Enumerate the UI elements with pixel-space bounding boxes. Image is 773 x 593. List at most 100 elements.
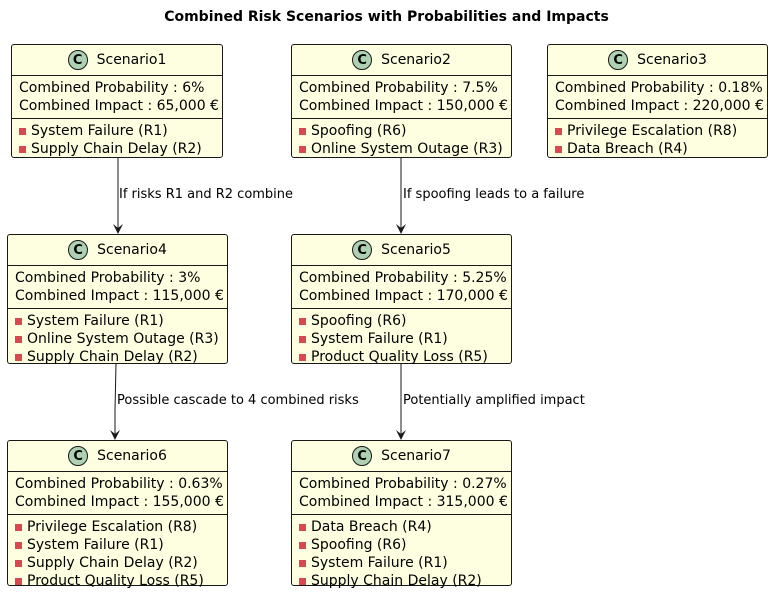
private-bullet-icon xyxy=(15,577,22,585)
edge-label: If risks R1 and R2 combine xyxy=(119,187,294,202)
risks-section: Privilege Escalation (R8) Data Breach (R… xyxy=(548,118,767,161)
private-bullet-icon xyxy=(15,335,22,343)
risk-item: Data Breach (R4) xyxy=(555,140,761,158)
risk-label: Product Quality Loss (R5) xyxy=(311,349,488,365)
class-header: C Scenario1 xyxy=(12,45,222,75)
class-c-icon: C xyxy=(68,446,89,466)
risk-item: Spoofing (R6) xyxy=(299,122,505,140)
private-bullet-icon xyxy=(299,335,306,343)
attributes-section: Combined Probability : 3% Combined Impac… xyxy=(8,265,227,308)
private-bullet-icon xyxy=(15,317,22,325)
risk-label: Spoofing (R6) xyxy=(311,313,407,329)
risk-label: Spoofing (R6) xyxy=(311,123,407,139)
edge-label: Possible cascade to 4 combined risks xyxy=(117,393,359,408)
attributes-section: Combined Probability : 0.63% Combined Im… xyxy=(8,471,227,514)
risk-label: System Failure (R1) xyxy=(27,313,164,329)
private-bullet-icon xyxy=(299,317,306,325)
impact-field: Combined Impact : 115,000 € xyxy=(15,288,224,304)
impact-field: Combined Impact : 155,000 € xyxy=(15,494,224,510)
class-c-icon: C xyxy=(352,446,373,466)
probability-field: Combined Probability : 6% xyxy=(19,80,205,96)
risk-label: System Failure (R1) xyxy=(311,555,448,571)
class-header: C Scenario6 xyxy=(8,441,227,471)
class-c-icon: C xyxy=(608,50,629,70)
class-node-scenario1[interactable]: C Scenario1 Combined Probability : 6% Co… xyxy=(11,44,223,158)
risk-label: Supply Chain Delay (R2) xyxy=(31,141,202,157)
edge-label: If spoofing leads to a failure xyxy=(403,187,585,202)
class-node-scenario3[interactable]: C Scenario3 Combined Probability : 0.18%… xyxy=(547,44,768,158)
impact-field: Combined Impact : 170,000 € xyxy=(299,288,508,304)
risk-item: Privilege Escalation (R8) xyxy=(555,122,761,140)
class-node-scenario5[interactable]: C Scenario5 Combined Probability : 5.25%… xyxy=(291,234,512,365)
private-bullet-icon xyxy=(299,577,306,585)
class-c-icon: C xyxy=(67,50,88,70)
risks-section: System Failure (R1) Online System Outage… xyxy=(8,308,227,369)
risk-label: Privilege Escalation (R8) xyxy=(567,123,738,139)
class-name: Scenario5 xyxy=(381,242,451,258)
risk-item: System Failure (R1) xyxy=(299,554,505,572)
attributes-section: Combined Probability : 7.5% Combined Imp… xyxy=(292,75,511,118)
class-name: Scenario6 xyxy=(97,448,167,464)
probability-field: Combined Probability : 0.18% xyxy=(555,80,763,96)
attributes-section: Combined Probability : 6% Combined Impac… xyxy=(12,75,222,118)
private-bullet-icon xyxy=(299,559,306,567)
impact-field: Combined Impact : 150,000 € xyxy=(299,98,508,114)
probability-field: Combined Probability : 3% xyxy=(15,270,201,286)
risk-label: Online System Outage (R3) xyxy=(311,141,503,157)
risk-item: Supply Chain Delay (R2) xyxy=(15,554,221,572)
class-node-scenario6[interactable]: C Scenario6 Combined Probability : 0.63%… xyxy=(7,440,228,589)
risk-item: Spoofing (R6) xyxy=(299,536,505,554)
attributes-section: Combined Probability : 0.18% Combined Im… xyxy=(548,75,767,118)
risk-item: Product Quality Loss (R5) xyxy=(15,572,221,590)
risk-item: Online System Outage (R3) xyxy=(299,140,505,158)
risk-item: Supply Chain Delay (R2) xyxy=(15,348,221,366)
probability-field: Combined Probability : 7.5% xyxy=(299,80,498,96)
private-bullet-icon xyxy=(19,127,26,135)
class-node-scenario4[interactable]: C Scenario4 Combined Probability : 3% Co… xyxy=(7,234,228,365)
risks-section: Spoofing (R6) System Failure (R1) Produc… xyxy=(292,308,511,369)
class-c-icon: C xyxy=(352,50,373,70)
class-c-icon: C xyxy=(352,240,373,260)
private-bullet-icon xyxy=(299,541,306,549)
risk-label: System Failure (R1) xyxy=(27,537,164,553)
risk-item: Data Breach (R4) xyxy=(299,518,505,536)
private-bullet-icon xyxy=(15,523,22,531)
class-name: Scenario4 xyxy=(97,242,167,258)
probability-field: Combined Probability : 0.27% xyxy=(299,476,507,492)
risk-item: System Failure (R1) xyxy=(299,330,505,348)
class-node-scenario7[interactable]: C Scenario7 Combined Probability : 0.27%… xyxy=(291,440,512,589)
risk-item: Online System Outage (R3) xyxy=(15,330,221,348)
impact-field: Combined Impact : 65,000 € xyxy=(19,98,219,114)
class-header: C Scenario2 xyxy=(292,45,511,75)
class-name: Scenario7 xyxy=(381,448,451,464)
private-bullet-icon xyxy=(299,353,306,361)
risk-label: Supply Chain Delay (R2) xyxy=(27,349,198,365)
risk-label: Supply Chain Delay (R2) xyxy=(311,573,482,589)
impact-field: Combined Impact : 220,000 € xyxy=(555,98,764,114)
risk-label: Product Quality Loss (R5) xyxy=(27,573,204,589)
class-node-scenario2[interactable]: C Scenario2 Combined Probability : 7.5% … xyxy=(291,44,512,158)
probability-field: Combined Probability : 5.25% xyxy=(299,270,507,286)
risks-section: Data Breach (R4) Spoofing (R6) System Fa… xyxy=(292,514,511,593)
risk-label: Spoofing (R6) xyxy=(311,537,407,553)
private-bullet-icon xyxy=(15,353,22,361)
class-header: C Scenario4 xyxy=(8,235,227,265)
risk-item: Supply Chain Delay (R2) xyxy=(19,140,216,158)
probability-field: Combined Probability : 0.63% xyxy=(15,476,223,492)
risk-label: Online System Outage (R3) xyxy=(27,331,219,347)
risk-label: Data Breach (R4) xyxy=(567,141,688,157)
attributes-section: Combined Probability : 0.27% Combined Im… xyxy=(292,471,511,514)
private-bullet-icon xyxy=(299,523,306,531)
class-c-icon: C xyxy=(68,240,89,260)
risk-item: Product Quality Loss (R5) xyxy=(299,348,505,366)
risks-section: Spoofing (R6) Online System Outage (R3) xyxy=(292,118,511,161)
private-bullet-icon xyxy=(19,145,26,153)
private-bullet-icon xyxy=(299,145,306,153)
class-name: Scenario2 xyxy=(381,52,451,68)
risk-item: Spoofing (R6) xyxy=(299,312,505,330)
private-bullet-icon xyxy=(15,559,22,567)
risk-item: System Failure (R1) xyxy=(15,312,221,330)
risks-section: System Failure (R1) Supply Chain Delay (… xyxy=(12,118,222,161)
risk-label: System Failure (R1) xyxy=(311,331,448,347)
class-header: C Scenario5 xyxy=(292,235,511,265)
